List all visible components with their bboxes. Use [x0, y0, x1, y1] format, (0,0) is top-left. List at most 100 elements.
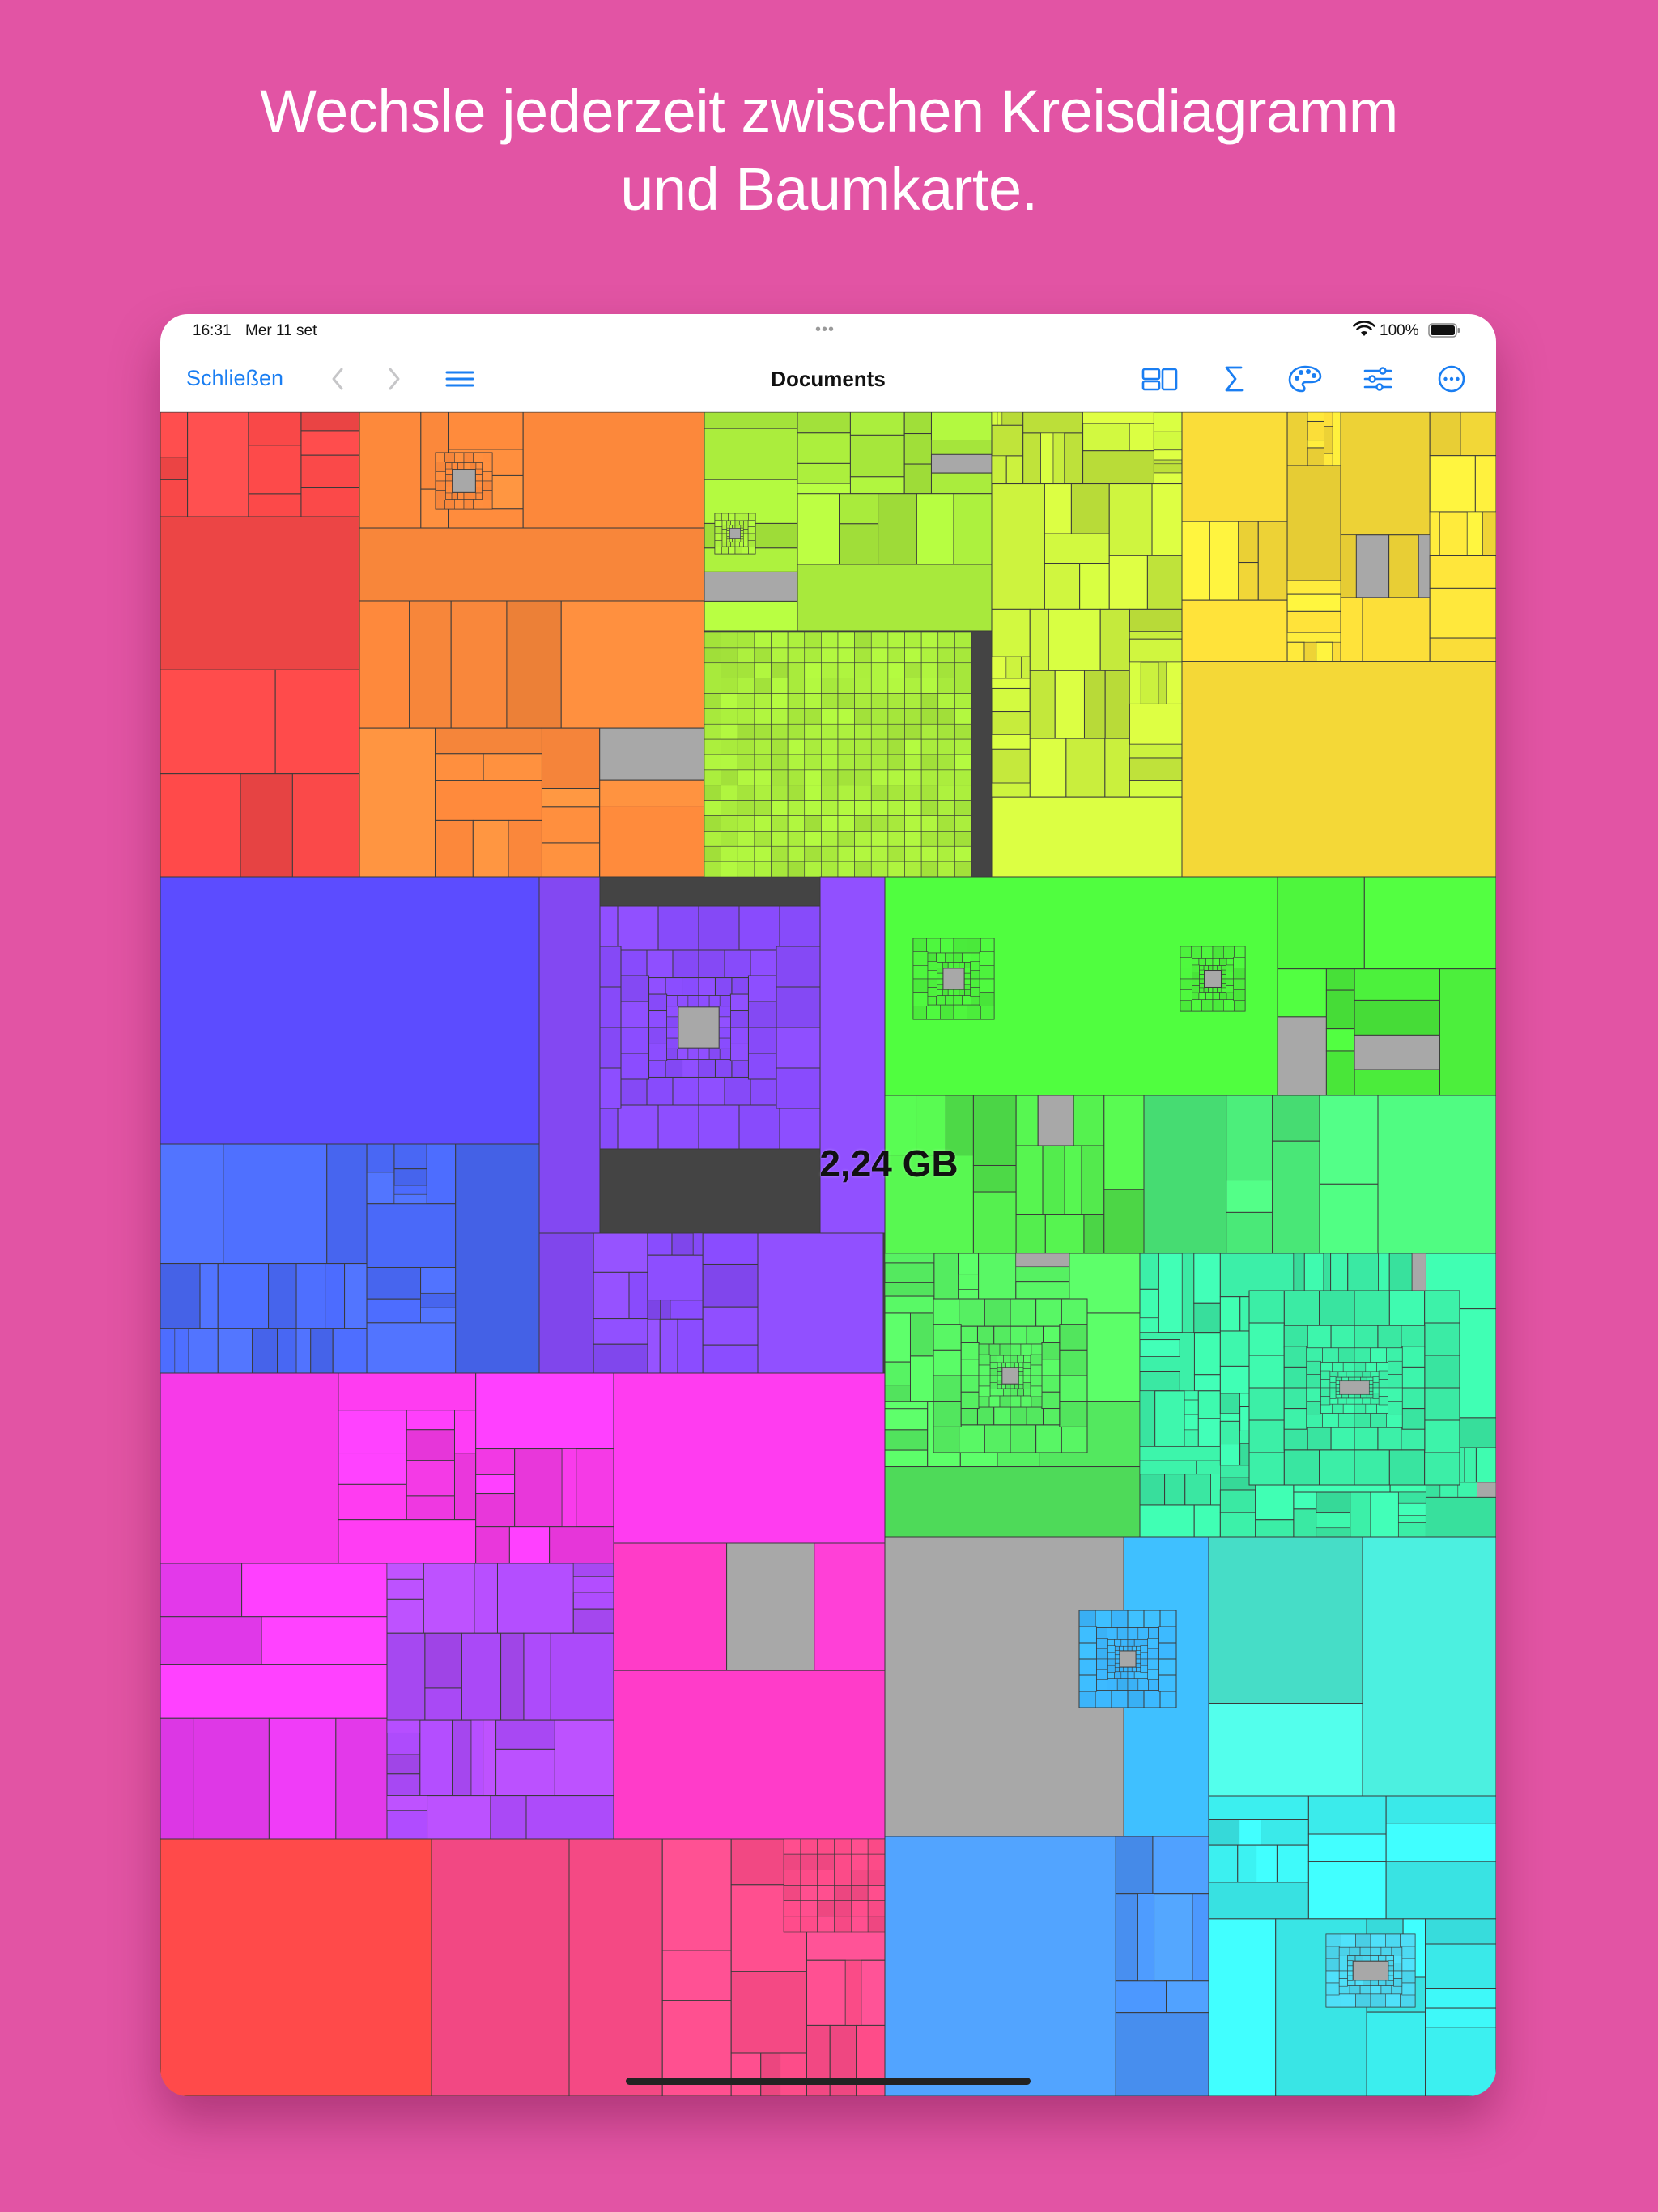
treemap-cell[interactable]: [1043, 1406, 1061, 1426]
treemap-cell[interactable]: [1286, 632, 1341, 643]
treemap-cell[interactable]: [1340, 412, 1431, 536]
treemap-cell[interactable]: [771, 769, 789, 786]
treemap-cell[interactable]: [648, 1058, 666, 1078]
treemap-cell[interactable]: [980, 938, 995, 954]
treemap-cell[interactable]: [1022, 1382, 1031, 1389]
treemap-cell[interactable]: [1234, 946, 1246, 959]
treemap-cell[interactable]: [1158, 1674, 1177, 1692]
treemap-cell[interactable]: [967, 938, 981, 954]
treemap-cell[interactable]: [647, 1318, 661, 1374]
treemap-cell[interactable]: [920, 693, 939, 709]
treemap-cell[interactable]: [854, 800, 872, 816]
treemap-cell[interactable]: [1107, 1645, 1116, 1653]
treemap-cell[interactable]: [837, 800, 855, 816]
treemap-cell[interactable]: [1181, 521, 1210, 601]
treemap-cell[interactable]: [160, 1263, 201, 1329]
treemap-cell[interactable]: [804, 693, 822, 709]
treemap-cell[interactable]: [1286, 412, 1308, 466]
treemap-cell[interactable]: [1143, 1095, 1227, 1254]
treemap-cell[interactable]: [525, 1795, 614, 1840]
treemap-cell[interactable]: [1354, 1427, 1379, 1451]
treemap-cell[interactable]: [927, 995, 937, 1006]
treemap-cell[interactable]: [884, 1155, 974, 1254]
treemap-cell[interactable]: [1370, 1985, 1382, 1995]
treemap-cell[interactable]: [991, 687, 1031, 713]
treemap-cell[interactable]: [698, 1104, 740, 1150]
treemap-cell[interactable]: [445, 468, 453, 475]
treemap-cell[interactable]: [1354, 1325, 1379, 1349]
treemap-cell[interactable]: [1114, 1666, 1120, 1673]
treemap-cell[interactable]: [344, 1263, 368, 1329]
treemap-cell[interactable]: [1477, 1482, 1496, 1498]
treemap-cell[interactable]: [1342, 1403, 1355, 1414]
treemap-cell[interactable]: [1193, 1374, 1221, 1392]
treemap-cell[interactable]: [666, 1027, 679, 1039]
treemap-cell[interactable]: [954, 800, 972, 816]
treemap-cell[interactable]: [1376, 1362, 1388, 1372]
treemap-cell[interactable]: [1010, 412, 1023, 426]
treemap-cell[interactable]: [953, 1004, 967, 1020]
treemap-cell[interactable]: [561, 1448, 577, 1527]
treemap-cell[interactable]: [1226, 1180, 1273, 1213]
treemap-cell[interactable]: [904, 754, 922, 771]
treemap-cell[interactable]: [1017, 1388, 1024, 1397]
treemap-cell[interactable]: [1018, 1380, 1024, 1385]
treemap-cell[interactable]: [804, 769, 822, 786]
treemap-cell[interactable]: [1140, 1652, 1148, 1660]
treemap-cell[interactable]: [742, 513, 749, 521]
treemap-cell[interactable]: [933, 1298, 960, 1327]
treemap-cell[interactable]: [261, 1616, 388, 1665]
treemap-cell[interactable]: [386, 1632, 426, 1721]
treemap-cell[interactable]: [954, 845, 972, 862]
treemap-cell[interactable]: [1139, 1371, 1180, 1392]
treemap-cell[interactable]: [660, 1300, 671, 1320]
treemap-cell[interactable]: [1018, 1371, 1024, 1376]
treemap-cell[interactable]: [1360, 1376, 1367, 1382]
treemap-cell[interactable]: [463, 452, 474, 463]
treemap-cell[interactable]: [1193, 1332, 1221, 1376]
treemap-cell[interactable]: [989, 1382, 998, 1389]
treemap-cell[interactable]: [1140, 1658, 1148, 1666]
treemap-cell[interactable]: [1324, 426, 1333, 454]
treemap-cell[interactable]: [1307, 412, 1324, 422]
treemap-cell[interactable]: [740, 533, 744, 537]
treemap-cell[interactable]: [541, 806, 601, 844]
treemap-cell[interactable]: [1388, 1387, 1403, 1402]
treemap-cell[interactable]: [474, 1563, 498, 1634]
treemap-cell[interactable]: [999, 1395, 1011, 1408]
treemap-cell[interactable]: [473, 499, 483, 510]
treemap-cell[interactable]: [1221, 983, 1226, 989]
treemap-cell[interactable]: [1205, 992, 1214, 1000]
treemap-cell[interactable]: [737, 632, 755, 649]
treemap-cell[interactable]: [1385, 1823, 1496, 1862]
treemap-cell[interactable]: [1425, 2007, 1496, 2028]
treemap-cell[interactable]: [1319, 1449, 1355, 1486]
treemap-cell[interactable]: [1127, 1645, 1133, 1652]
treemap-cell[interactable]: [797, 412, 851, 434]
treemap-cell[interactable]: [927, 987, 937, 997]
treemap-cell[interactable]: [160, 1664, 388, 1719]
treemap-cell[interactable]: [997, 412, 1003, 426]
treemap-cell[interactable]: [1001, 1367, 1019, 1385]
treemap-cell[interactable]: [593, 1232, 648, 1273]
treemap-cell[interactable]: [1368, 1384, 1374, 1389]
treemap-cell[interactable]: [704, 861, 721, 878]
treemap-cell[interactable]: [1139, 1288, 1159, 1319]
treemap-cell[interactable]: [1286, 610, 1341, 633]
treemap-cell[interactable]: [984, 1424, 1011, 1453]
treemap-cell[interactable]: [1021, 656, 1031, 679]
treemap-cell[interactable]: [1429, 587, 1496, 639]
treemap-cell[interactable]: [1180, 999, 1192, 1012]
treemap-cell[interactable]: [797, 432, 851, 464]
treemap-cell[interactable]: [991, 455, 1007, 484]
treemap-cell[interactable]: [750, 1076, 777, 1106]
treemap-cell[interactable]: [420, 1307, 457, 1324]
treemap-cell[interactable]: [444, 452, 455, 463]
treemap-cell[interactable]: [1103, 1095, 1145, 1190]
treemap-cell[interactable]: [754, 723, 772, 740]
treemap-cell[interactable]: [1181, 661, 1496, 878]
treemap-cell[interactable]: [1372, 1393, 1380, 1399]
treemap-cell[interactable]: [1378, 1379, 1388, 1389]
treemap-cell[interactable]: [729, 1010, 749, 1028]
treemap-cell[interactable]: [1148, 1627, 1159, 1640]
